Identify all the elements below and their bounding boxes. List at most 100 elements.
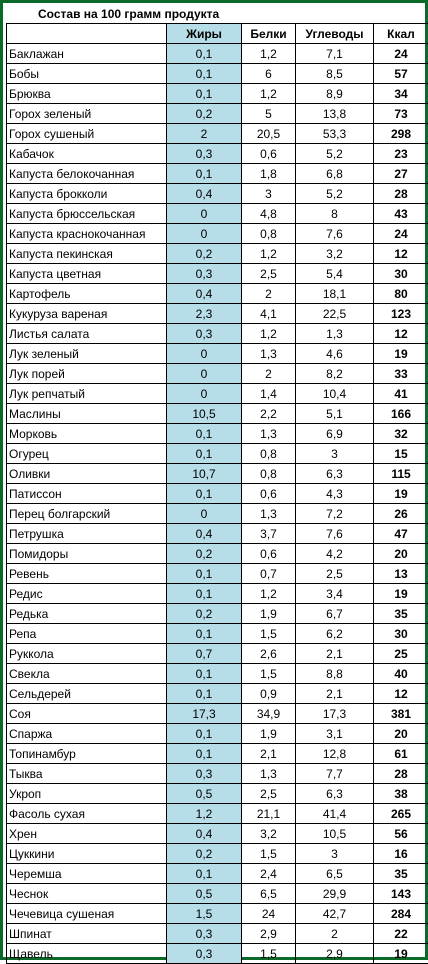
product-name-cell: Капуста пекинская [7, 244, 167, 264]
table-title: Состав на 100 грамм продукта [38, 7, 219, 21]
fat-cell: 0,3 [167, 144, 242, 164]
protein-cell: 1,2 [242, 324, 296, 344]
carbs-cell: 41,4 [296, 804, 374, 824]
carbs-cell: 8,5 [296, 64, 374, 84]
carbs-cell: 5,2 [296, 184, 374, 204]
kcal-cell: 19 [374, 944, 428, 964]
protein-cell: 21,1 [242, 804, 296, 824]
carbs-cell: 3,2 [296, 244, 374, 264]
protein-cell: 1,2 [242, 44, 296, 64]
carbs-cell: 1,3 [296, 324, 374, 344]
product-name-cell: Шпинат [7, 924, 167, 944]
protein-cell: 0,8 [242, 464, 296, 484]
carbs-cell: 10,5 [296, 824, 374, 844]
fat-cell: 2 [167, 124, 242, 144]
fat-cell: 0,4 [167, 284, 242, 304]
carbs-cell: 4,2 [296, 544, 374, 564]
header-fat: Жиры [167, 24, 242, 44]
product-name-cell: Огурец [7, 444, 167, 464]
fat-cell: 0,1 [167, 744, 242, 764]
product-name-cell: Помидоры [7, 544, 167, 564]
carbs-cell: 2,1 [296, 684, 374, 704]
protein-cell: 0,9 [242, 684, 296, 704]
carbs-cell: 5,1 [296, 404, 374, 424]
fat-cell: 0,1 [167, 864, 242, 884]
carbs-cell: 7,6 [296, 524, 374, 544]
kcal-cell: 35 [374, 604, 428, 624]
kcal-cell: 30 [374, 264, 428, 284]
fat-cell: 0 [167, 504, 242, 524]
product-name-cell: Маслины [7, 404, 167, 424]
product-name-cell: Кукуруза вареная [7, 304, 167, 324]
kcal-cell: 123 [374, 304, 428, 324]
protein-cell: 2,4 [242, 864, 296, 884]
product-name-cell: Лук репчатый [7, 384, 167, 404]
kcal-cell: 41 [374, 384, 428, 404]
fat-cell: 0,7 [167, 644, 242, 664]
fat-cell: 0,3 [167, 944, 242, 964]
fat-cell: 1,2 [167, 804, 242, 824]
header-carbs: Углеводы [296, 24, 374, 44]
carbs-cell: 2,9 [296, 944, 374, 964]
kcal-cell: 19 [374, 584, 428, 604]
kcal-cell: 47 [374, 524, 428, 544]
product-name-cell: Петрушка [7, 524, 167, 544]
carbs-cell: 6,5 [296, 864, 374, 884]
header-product [7, 24, 167, 44]
product-name-cell: Цуккини [7, 844, 167, 864]
product-name-cell: Картофель [7, 284, 167, 304]
kcal-cell: 56 [374, 824, 428, 844]
carbs-cell: 18,1 [296, 284, 374, 304]
carbs-cell: 5,2 [296, 144, 374, 164]
fat-cell: 0,3 [167, 264, 242, 284]
protein-cell: 0,6 [242, 144, 296, 164]
carbs-cell: 10,4 [296, 384, 374, 404]
kcal-cell: 12 [374, 324, 428, 344]
product-name-cell: Хрен [7, 824, 167, 844]
protein-cell: 2,5 [242, 784, 296, 804]
protein-cell: 0,8 [242, 224, 296, 244]
protein-cell: 1,9 [242, 724, 296, 744]
kcal-cell: 12 [374, 684, 428, 704]
fat-cell: 0,1 [167, 684, 242, 704]
kcal-cell: 284 [374, 904, 428, 924]
kcal-cell: 23 [374, 144, 428, 164]
fat-cell: 17,3 [167, 704, 242, 724]
header-row: Жиры Белки Углеводы Ккал [7, 24, 428, 44]
carbs-cell: 7,1 [296, 44, 374, 64]
fat-cell: 0,1 [167, 484, 242, 504]
carbs-cell: 17,3 [296, 704, 374, 724]
carbs-cell: 4,6 [296, 344, 374, 364]
kcal-cell: 30 [374, 624, 428, 644]
product-name-cell: Редис [7, 584, 167, 604]
carbs-cell: 6,8 [296, 164, 374, 184]
header-kcal: Ккал [374, 24, 428, 44]
product-name-cell: Листья салата [7, 324, 167, 344]
carbs-cell: 3,1 [296, 724, 374, 744]
kcal-cell: 24 [374, 44, 428, 64]
fat-cell: 0,2 [167, 244, 242, 264]
protein-cell: 1,3 [242, 764, 296, 784]
carbs-cell: 8 [296, 204, 374, 224]
fat-cell: 1,5 [167, 904, 242, 924]
product-name-cell: Капуста брокколи [7, 184, 167, 204]
